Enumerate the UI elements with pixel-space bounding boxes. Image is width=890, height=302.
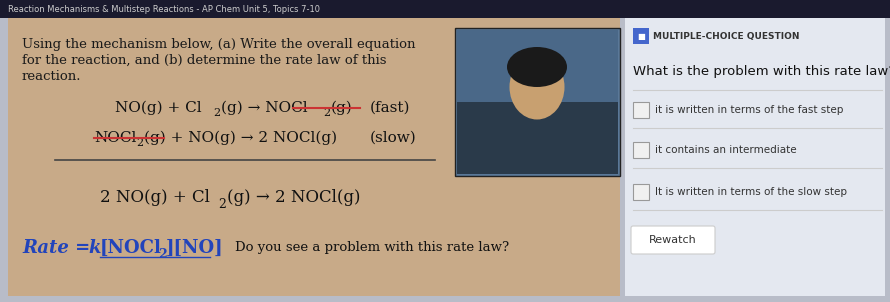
Bar	[455, 28, 620, 176]
Bar	[633, 184, 649, 200]
Text: Using the mechanism below, (a) Write the overall equation: Using the mechanism below, (a) Write the…	[22, 38, 416, 51]
Bar	[457, 30, 618, 104]
Text: (slow): (slow)	[370, 131, 417, 145]
Bar	[457, 102, 618, 174]
Text: 2 NO(g) + Cl: 2 NO(g) + Cl	[100, 189, 210, 207]
Text: 2: 2	[136, 138, 143, 148]
Ellipse shape	[507, 47, 567, 87]
Text: NO(g) + Cl: NO(g) + Cl	[115, 101, 202, 115]
Bar	[633, 28, 649, 44]
Text: 2: 2	[323, 108, 330, 118]
Text: MULTIPLE-CHOICE QUESTION: MULTIPLE-CHOICE QUESTION	[653, 31, 799, 40]
Bar	[0, 0, 890, 18]
Text: for the reaction, and (b) determine the rate law of this: for the reaction, and (b) determine the …	[22, 54, 386, 67]
Bar	[633, 142, 649, 158]
Text: it is written in terms of the fast step: it is written in terms of the fast step	[655, 105, 844, 115]
Text: 2: 2	[158, 248, 166, 261]
Text: 2: 2	[218, 198, 226, 210]
Text: it contains an intermediate: it contains an intermediate	[655, 145, 797, 155]
Text: (g) → 2 NOCl(g): (g) → 2 NOCl(g)	[227, 189, 360, 207]
Text: Do you see a problem with this rate law?: Do you see a problem with this rate law?	[235, 242, 509, 255]
Text: It is written in terms of the slow step: It is written in terms of the slow step	[655, 187, 847, 197]
Bar	[8, 18, 620, 296]
Text: [NOCl: [NOCl	[100, 239, 162, 257]
Text: ■: ■	[637, 31, 645, 40]
Text: Reaction Mechanisms & Multistep Reactions - AP Chem Unit 5, Topics 7-10: Reaction Mechanisms & Multistep Reaction…	[8, 5, 320, 14]
Bar	[625, 18, 885, 296]
Text: NOCl: NOCl	[94, 131, 136, 145]
Text: k: k	[88, 239, 101, 257]
Text: 2: 2	[213, 108, 220, 118]
Ellipse shape	[509, 54, 564, 120]
Text: (g): (g)	[331, 101, 352, 115]
Text: Rate =: Rate =	[22, 239, 96, 257]
Text: (g) → NOCl: (g) → NOCl	[221, 101, 308, 115]
Text: What is the problem with this rate law?: What is the problem with this rate law?	[633, 65, 890, 78]
Text: reaction.: reaction.	[22, 70, 82, 83]
Text: ][NO]: ][NO]	[166, 239, 223, 257]
Text: Rewatch: Rewatch	[649, 235, 697, 245]
Bar	[633, 102, 649, 118]
Text: (fast): (fast)	[370, 101, 410, 115]
Text: (g) + NO(g) → 2 NOCl(g): (g) + NO(g) → 2 NOCl(g)	[144, 131, 337, 145]
FancyBboxPatch shape	[631, 226, 715, 254]
